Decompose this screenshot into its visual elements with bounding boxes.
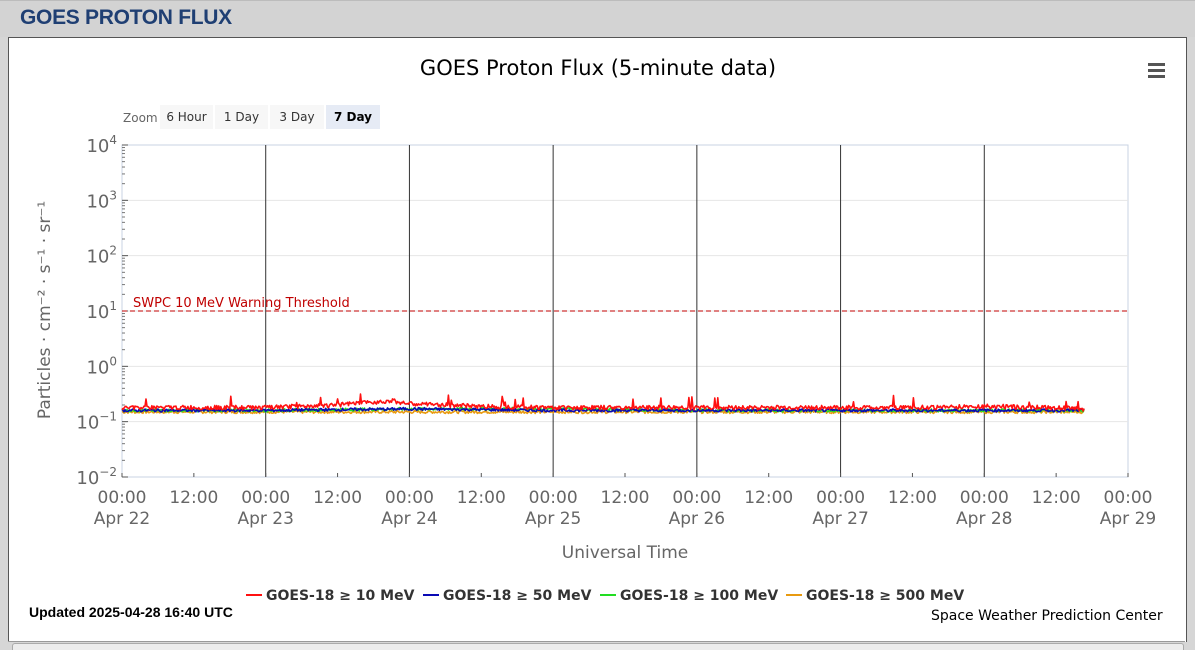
legend-label: GOES-18 ≥ 50 MeV: [443, 588, 592, 604]
zoom-button-label: 3 Day: [279, 110, 314, 124]
y-tick-label: 101: [86, 299, 117, 323]
x-tick-date-label: Apr 29: [1100, 509, 1156, 529]
header-bar: GOES PROTON FLUX: [0, 0, 1195, 37]
zoom-button-1-day[interactable]: 1 Day: [215, 105, 268, 129]
hamburger-menu-icon: [1148, 63, 1165, 78]
menu-button[interactable]: [1142, 58, 1170, 82]
next-panel-edge: [12, 643, 1184, 650]
y-tick-label: 102: [86, 244, 117, 268]
x-tick-date-label: Apr 27: [812, 509, 868, 529]
x-tick-date-label: Apr 24: [381, 509, 437, 529]
legend-label: GOES-18 ≥ 500 MeV: [806, 588, 964, 604]
legend-item[interactable]: GOES-18 ≥ 500 MeV: [786, 588, 964, 604]
zoom-button-background: [215, 105, 268, 129]
x-tick-time-label: 12:00: [457, 488, 506, 508]
series-line-0: [121, 393, 1085, 412]
zoom-button-background: [270, 105, 324, 129]
x-tick-date-label: Apr 28: [956, 509, 1012, 529]
y-tick-label: 10−2: [76, 465, 117, 489]
y-axis-label: Particles · cm⁻² · s⁻¹ · sr⁻¹: [35, 201, 55, 419]
x-axis-label: Universal Time: [562, 543, 688, 563]
x-tick-date-label: Apr 22: [94, 509, 150, 529]
zoom-button-label: 1 Day: [224, 110, 259, 124]
x-tick-time-label: 00:00: [385, 488, 434, 508]
warning-threshold-label: SWPC 10 MeV Warning Threshold: [133, 296, 350, 311]
x-tick-time-label: 00:00: [241, 488, 290, 508]
x-tick-time-label: 12:00: [1032, 488, 1081, 508]
y-tick-label: 100: [86, 354, 117, 378]
zoom-label: Zoom: [123, 111, 158, 125]
zoom-button-7-day[interactable]: 7 Day: [326, 105, 380, 129]
series-line-1: [121, 406, 1085, 413]
y-tick-label: 10−1: [76, 410, 117, 434]
legend-item[interactable]: GOES-18 ≥ 100 MeV: [600, 588, 778, 604]
x-tick-date-label: Apr 26: [669, 509, 725, 529]
updated-timestamp: Updated 2025-04-28 16:40 UTC: [29, 604, 233, 620]
y-tick-label: 103: [86, 188, 117, 212]
x-tick-date-label: Apr 23: [237, 509, 293, 529]
legend-item[interactable]: GOES-18 ≥ 10 MeV: [246, 588, 415, 604]
x-tick-time-label: 00:00: [1104, 488, 1153, 508]
x-tick-time-label: 00:00: [529, 488, 578, 508]
zoom-button-background: [326, 105, 380, 129]
zoom-button-label: 6 Hour: [166, 110, 206, 124]
x-tick-time-label: 00:00: [98, 488, 147, 508]
zoom-button-3-day[interactable]: 3 Day: [270, 105, 324, 129]
x-tick-date-label: Apr 25: [525, 509, 581, 529]
x-tick-time-label: 00:00: [960, 488, 1009, 508]
x-tick-time-label: 12:00: [601, 488, 650, 508]
legend-label: GOES-18 ≥ 100 MeV: [620, 588, 778, 604]
y-tick-label: 104: [86, 133, 117, 157]
x-tick-time-label: 00:00: [672, 488, 721, 508]
legend-label: GOES-18 ≥ 10 MeV: [266, 588, 415, 604]
zoom-control: Zoom 6 Hour 1 Day 3 Day 7 Day: [123, 105, 380, 129]
legend-item[interactable]: GOES-18 ≥ 50 MeV: [423, 588, 592, 604]
page-title: GOES PROTON FLUX: [20, 6, 232, 29]
x-tick-time-label: 12:00: [313, 488, 362, 508]
zoom-button-label: 7 Day: [334, 110, 372, 124]
zoom-button-background: [160, 105, 213, 129]
zoom-button-6-hour[interactable]: 6 Hour: [160, 105, 213, 129]
x-tick-time-label: 00:00: [816, 488, 865, 508]
x-tick-time-label: 12:00: [169, 488, 218, 508]
x-tick-time-label: 12:00: [888, 488, 937, 508]
x-tick-time-label: 12:00: [744, 488, 793, 508]
credit-text: Space Weather Prediction Center: [931, 608, 1163, 624]
chart-title: GOES Proton Flux (5-minute data): [420, 56, 776, 80]
